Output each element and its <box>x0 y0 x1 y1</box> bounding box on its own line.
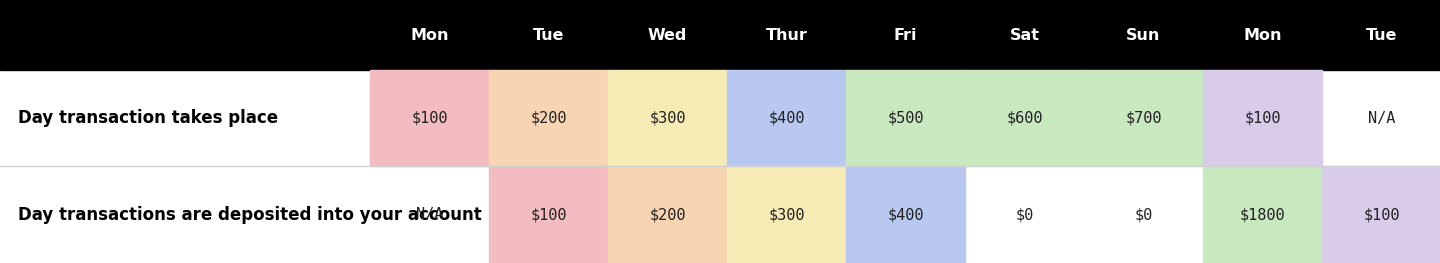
Text: $100: $100 <box>530 207 567 222</box>
Bar <box>727 166 847 263</box>
Text: Sun: Sun <box>1126 28 1161 43</box>
Bar <box>727 70 847 166</box>
Text: $100: $100 <box>1244 110 1280 125</box>
Text: $300: $300 <box>769 207 805 222</box>
Bar <box>1322 166 1440 263</box>
Bar <box>1084 70 1202 166</box>
Bar <box>847 166 965 263</box>
Text: $400: $400 <box>769 110 805 125</box>
Text: Fri: Fri <box>894 28 917 43</box>
Text: Thur: Thur <box>766 28 808 43</box>
Text: $100: $100 <box>412 110 448 125</box>
Text: Day transactions are deposited into your account: Day transactions are deposited into your… <box>17 205 482 224</box>
Text: $300: $300 <box>649 110 685 125</box>
Text: $1800: $1800 <box>1240 207 1286 222</box>
Text: $600: $600 <box>1007 110 1043 125</box>
Text: Tue: Tue <box>533 28 564 43</box>
Bar <box>0 0 1440 70</box>
Text: Mon: Mon <box>1243 28 1282 43</box>
Text: Mon: Mon <box>410 28 449 43</box>
Text: N/A: N/A <box>416 207 444 222</box>
Text: Tue: Tue <box>1365 28 1397 43</box>
Text: $700: $700 <box>1125 110 1162 125</box>
Text: Sat: Sat <box>1009 28 1040 43</box>
Text: Day transaction takes place: Day transaction takes place <box>17 109 278 127</box>
Bar <box>608 70 727 166</box>
Text: $200: $200 <box>649 207 685 222</box>
Text: N/A: N/A <box>1368 110 1395 125</box>
Text: $0: $0 <box>1015 207 1034 222</box>
Bar <box>490 166 608 263</box>
Bar <box>847 70 965 166</box>
Text: $400: $400 <box>887 207 923 222</box>
Text: Wed: Wed <box>648 28 687 43</box>
Bar <box>370 70 490 166</box>
Bar <box>490 70 608 166</box>
Text: $500: $500 <box>887 110 923 125</box>
Bar <box>965 70 1084 166</box>
Bar <box>608 166 727 263</box>
Text: $100: $100 <box>1364 207 1400 222</box>
Text: $0: $0 <box>1135 207 1152 222</box>
Bar <box>1202 166 1322 263</box>
Bar <box>1202 70 1322 166</box>
Text: $200: $200 <box>530 110 567 125</box>
